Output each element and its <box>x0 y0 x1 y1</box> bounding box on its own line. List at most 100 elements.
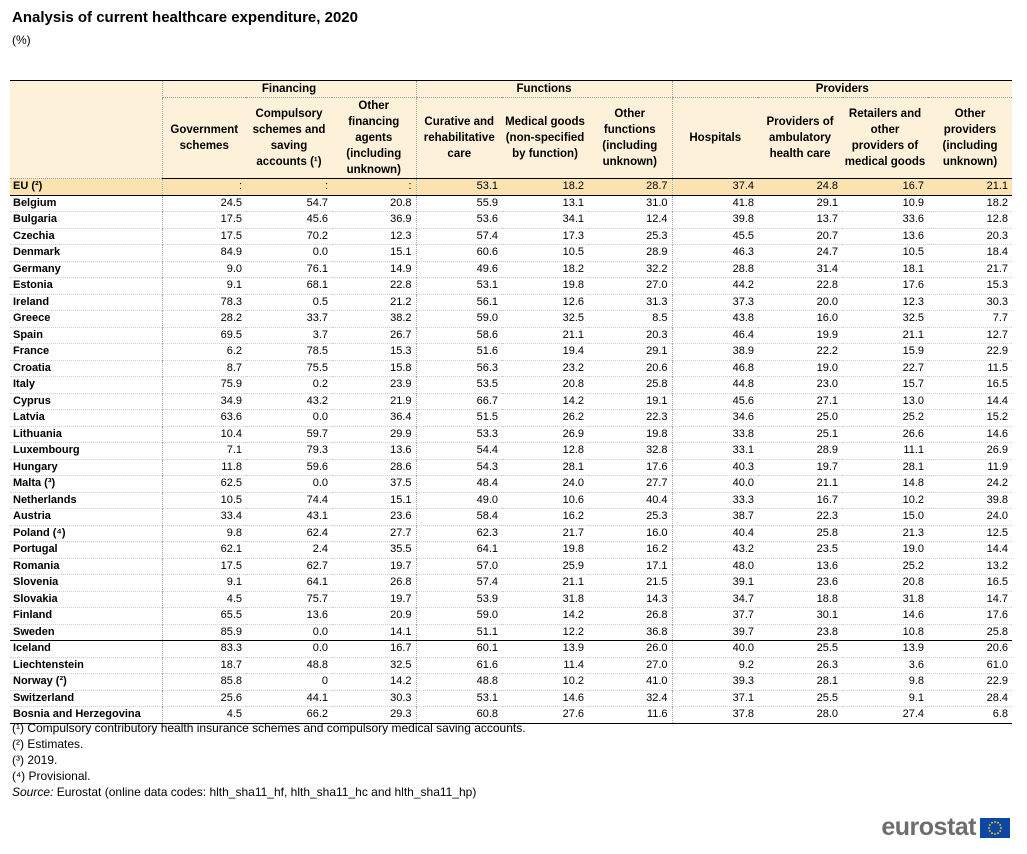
row-label: Belgium <box>13 196 57 209</box>
cell: 17.6 <box>986 609 1009 622</box>
flag-star <box>988 826 990 829</box>
cell: 59.6 <box>306 460 328 473</box>
cell: 26.6 <box>902 427 925 440</box>
group-header-row: Financing Functions Providers <box>10 80 1013 179</box>
cell: 13.9 <box>902 642 925 655</box>
cell: 62.3 <box>415 525 503 542</box>
cell: 0.0 <box>312 477 328 490</box>
cell: 74.4 <box>306 493 328 506</box>
cell: 12.8 <box>562 444 585 457</box>
cell: 60.6 <box>415 244 503 261</box>
table-row: Croatia 8.7 75.5 15.8 56.3 23.2 20.6 46.8 19.0 22… <box>10 360 1013 377</box>
cell: 37.5 <box>390 477 412 490</box>
cell: 24.5 <box>161 195 246 212</box>
cell: 46.3 <box>671 244 759 261</box>
cell: 22.7 <box>902 361 925 374</box>
cell: 16.2 <box>562 510 585 523</box>
cell: 14.2 <box>390 675 412 688</box>
cell: 25.8 <box>816 526 839 539</box>
cell: 14.2 <box>562 394 585 407</box>
flag-star <box>994 832 996 835</box>
cell: 33.3 <box>671 492 759 509</box>
cell: 13.6 <box>390 444 412 457</box>
cell: 19.8 <box>562 279 585 292</box>
cell: 62.4 <box>306 526 328 539</box>
cell: 59.7 <box>306 427 328 440</box>
cell: 38.2 <box>390 312 412 325</box>
cell: : <box>246 178 332 195</box>
cell: 26.3 <box>816 658 839 671</box>
cell: 48.8 <box>306 658 328 671</box>
source-label: Source: <box>12 785 54 799</box>
table-row: Belgium 24.5 54.7 20.8 55.9 13.1 31.0 41.8 29.1 1… <box>10 195 1013 212</box>
cell: 24.0 <box>986 510 1009 523</box>
cell: 59.0 <box>415 607 503 624</box>
cell: 36.4 <box>390 411 412 424</box>
cell: 58.6 <box>415 327 503 344</box>
cell: 43.2 <box>306 394 328 407</box>
cell: 7.1 <box>161 442 246 459</box>
cell: 57.0 <box>415 558 503 575</box>
cell: 61.0 <box>986 658 1009 671</box>
cell: 17.6 <box>646 460 668 473</box>
row-label: Estonia <box>13 279 53 292</box>
cell: 85.9 <box>161 624 246 641</box>
cell: 16.5 <box>986 378 1009 391</box>
cell: 16.7 <box>842 178 929 195</box>
cell: 10.9 <box>902 196 925 209</box>
cell: 6.8 <box>992 708 1009 721</box>
row-label: Spain <box>13 328 43 341</box>
cell: 20.9 <box>390 609 412 622</box>
flag-star <box>1000 826 1002 829</box>
cell: 33.8 <box>671 426 759 443</box>
cell: 27.0 <box>646 658 668 671</box>
cell: 27.6 <box>562 708 585 721</box>
cell: 3.7 <box>312 328 328 341</box>
cell: 38.7 <box>671 508 759 525</box>
cell: 16.2 <box>646 543 668 556</box>
table-row: Czechia 17.5 70.2 12.3 57.4 17.3 25.3 45.5 20.7 1… <box>10 228 1013 245</box>
cell: 10.5 <box>902 246 925 259</box>
cell: 11.8 <box>161 459 246 476</box>
cell: 46.4 <box>671 327 759 344</box>
cell: 12.7 <box>986 328 1009 341</box>
table-row: Slovenia 9.1 64.1 26.8 57.4 21.1 21.5 39.1 23.6 2… <box>10 574 1013 591</box>
cell: 60.8 <box>415 706 503 723</box>
cell: 28.9 <box>646 246 668 259</box>
cell: 30.1 <box>816 609 839 622</box>
cell: 13.9 <box>562 642 585 655</box>
cell: 30.3 <box>986 295 1009 308</box>
cell: 9.8 <box>161 525 246 542</box>
cell: 53.6 <box>415 211 503 228</box>
cell: 23.5 <box>816 543 839 556</box>
cell: 28.0 <box>816 708 839 721</box>
cell: 61.6 <box>415 657 503 674</box>
cell: 37.3 <box>671 294 759 311</box>
cell: 14.7 <box>986 592 1009 605</box>
cell: 15.2 <box>986 411 1009 424</box>
cell: 28.2 <box>161 310 246 327</box>
table-row: Spain 69.5 3.7 26.7 58.6 21.1 20.3 46.4 19.9 21.1… <box>10 327 1013 344</box>
cell: 17.5 <box>161 211 246 228</box>
table-row: Finland 65.5 13.6 20.9 59.0 14.2 26.8 37.7 30.1 1… <box>10 607 1013 624</box>
cell: 25.1 <box>816 427 839 440</box>
cell: 11.1 <box>903 444 925 457</box>
table-row: Bulgaria 17.5 45.6 36.9 53.6 34.1 12.4 39.8 13.7… <box>10 211 1013 228</box>
row-label: Netherlands <box>13 493 77 506</box>
column-header: Retailers and other providers of medical… <box>842 97 929 179</box>
cell: 18.1 <box>902 262 925 275</box>
cell: 17.6 <box>902 279 925 292</box>
cell: 23.6 <box>390 510 412 523</box>
cell: 75.5 <box>306 361 328 374</box>
cell: 19.8 <box>646 427 668 440</box>
table-row: France 6.2 78.5 15.3 51.6 19.4 29.1 38.9 22.2 15.… <box>10 343 1013 360</box>
cell: 23.0 <box>816 378 839 391</box>
cell: 57.4 <box>415 228 503 245</box>
cell: 32.5 <box>902 312 925 325</box>
cell: 54.7 <box>306 196 328 209</box>
cell: 8.7 <box>161 360 246 377</box>
table-row: Iceland 83.3 0.0 16.7 60.1 13.9 26.0 40.0 25.5 13… <box>10 640 1013 657</box>
cell: 36.8 <box>646 625 668 638</box>
cell: 10.5 <box>562 246 585 259</box>
column-header: Providers of ambulatory health care <box>758 97 843 179</box>
